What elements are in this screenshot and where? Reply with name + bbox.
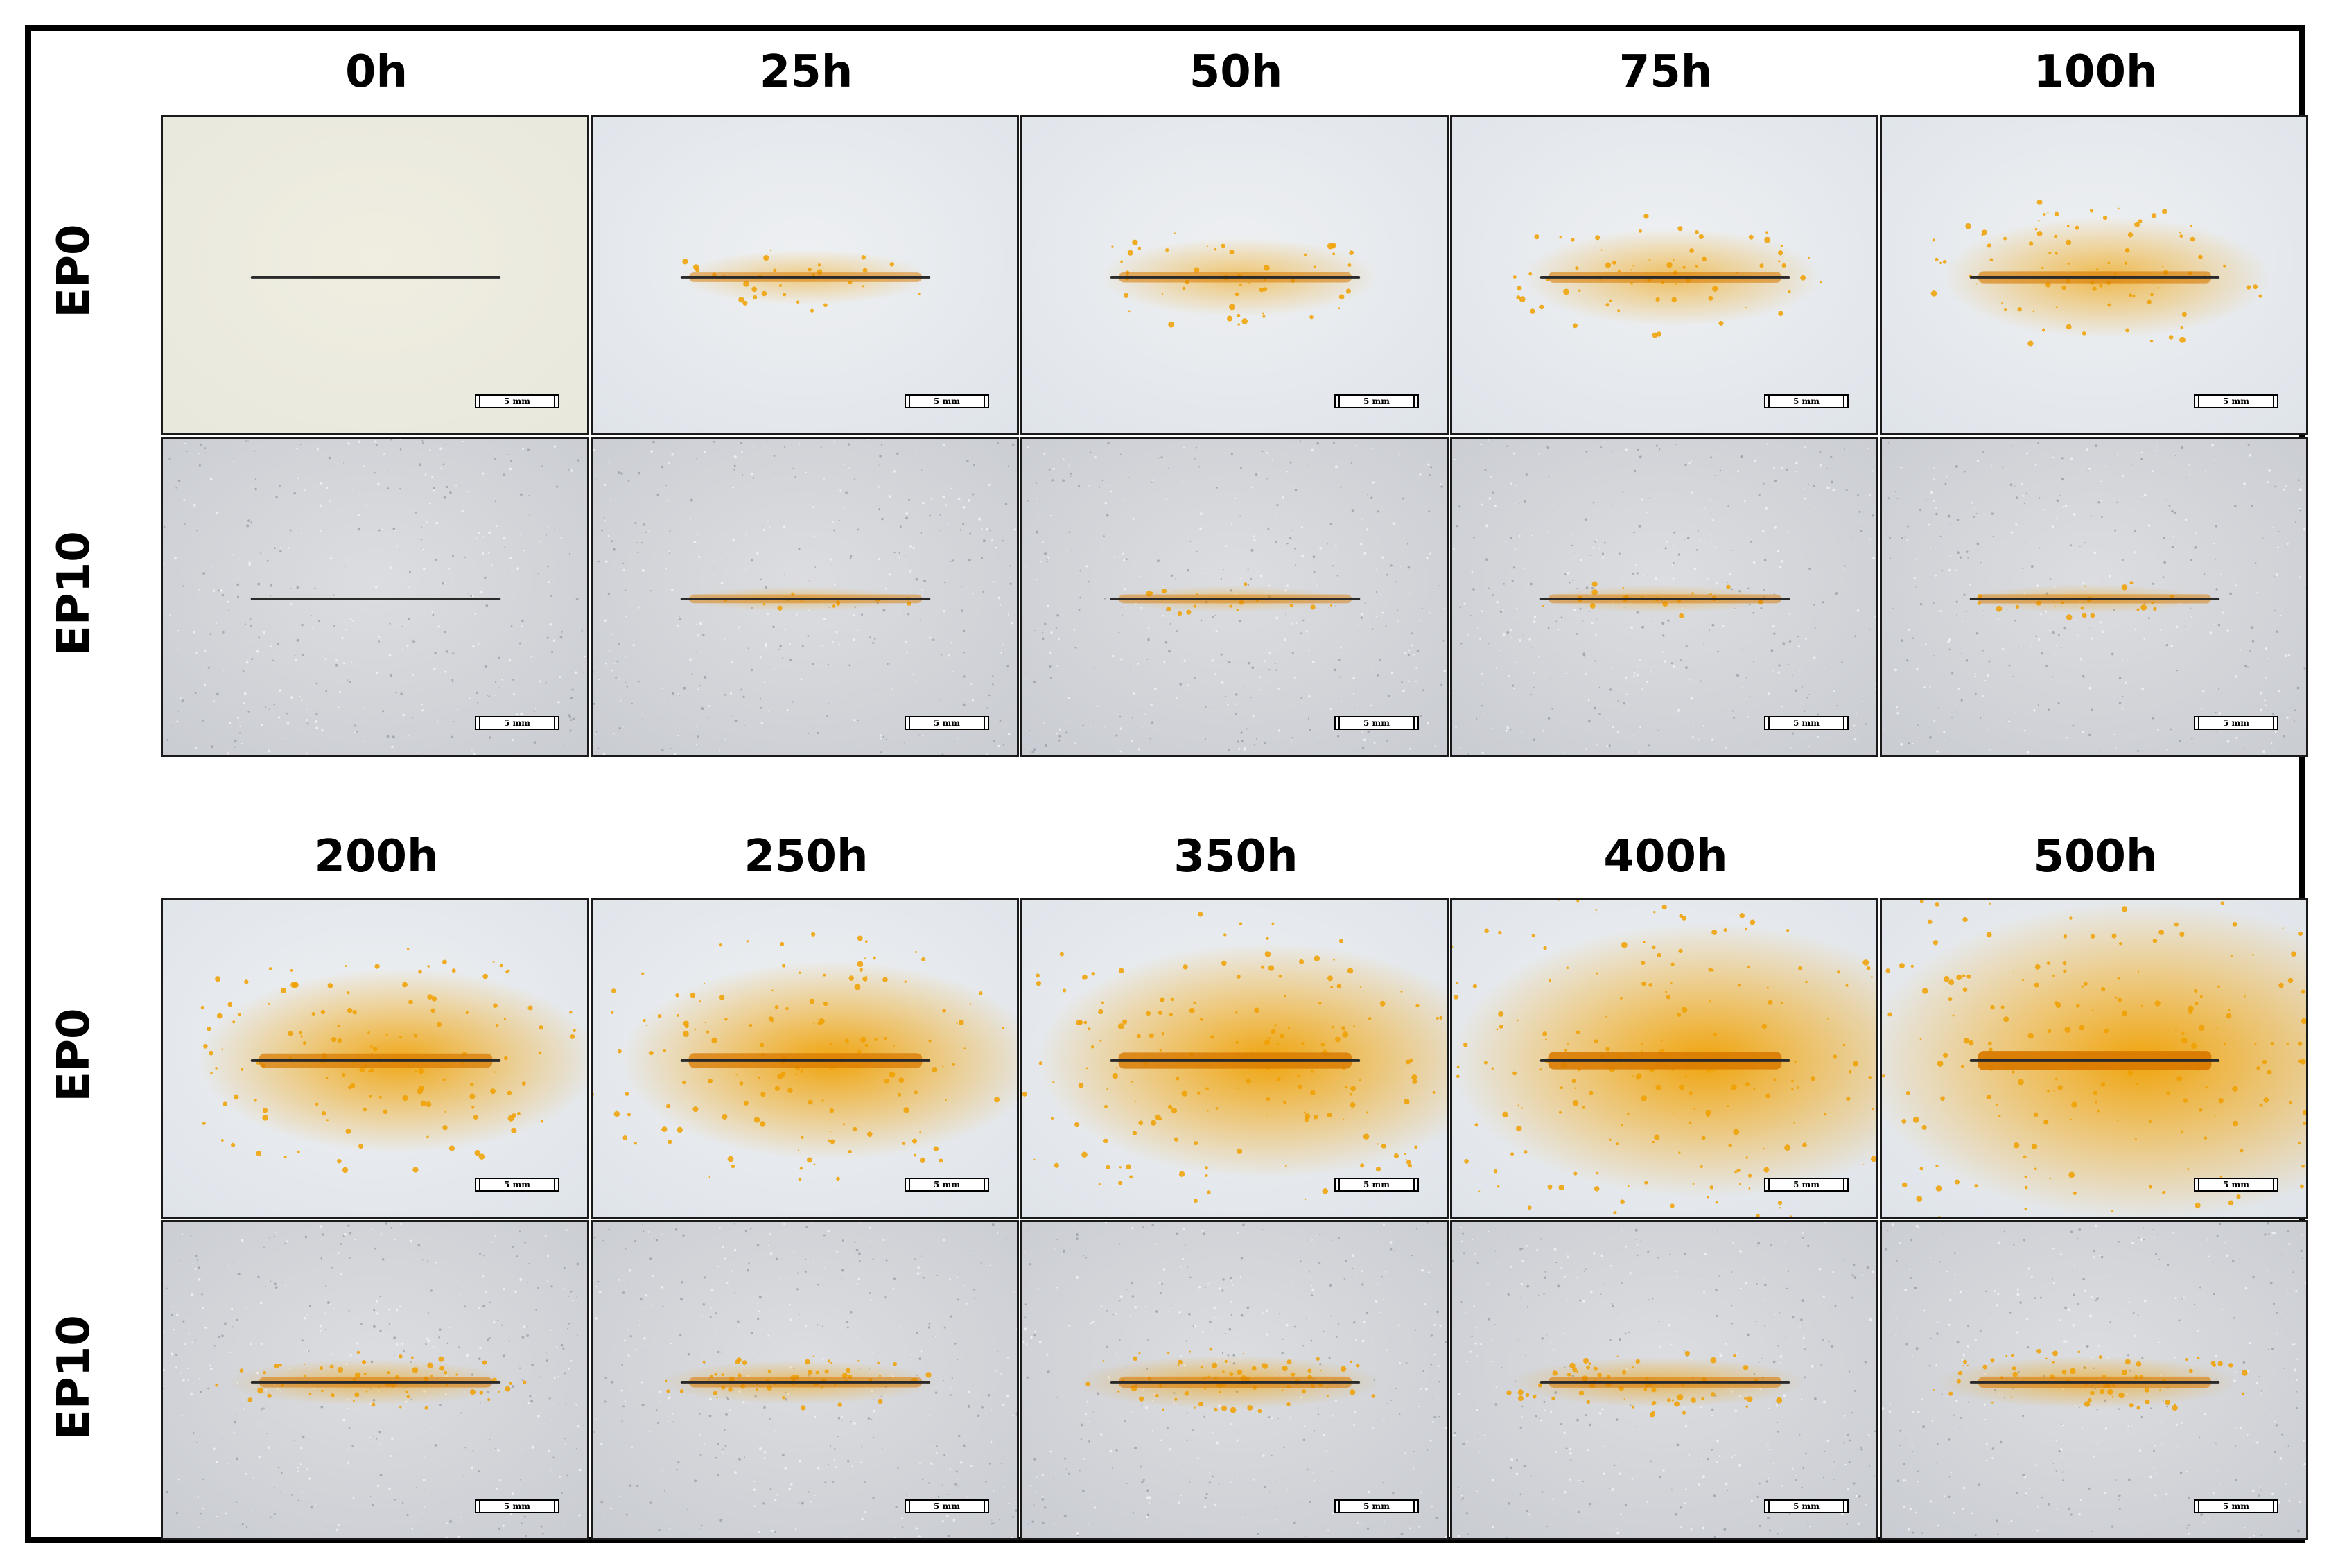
time-label-25h: 25h — [759, 46, 853, 98]
scale-bar: 5 mm — [905, 1178, 989, 1192]
micrograph-ep0-400h: 5 mm — [1450, 898, 1878, 1219]
scale-bar: 5 mm — [1764, 394, 1849, 408]
scale-bar: 5 mm — [1334, 1178, 1419, 1192]
micrograph-ep0-100h: 5 mm — [1880, 115, 2308, 435]
time-label-500h: 500h — [2033, 831, 2158, 882]
scale-bar: 5 mm — [475, 394, 559, 408]
scale-bar-label: 5 mm — [2223, 718, 2249, 728]
scale-bar: 5 mm — [2194, 394, 2278, 408]
scale-bar-label: 5 mm — [504, 1180, 530, 1190]
micrograph-ep10-75h: 5 mm — [1450, 437, 1878, 757]
micrograph-ep10-200h: 5 mm — [161, 1220, 589, 1540]
scale-bar: 5 mm — [905, 394, 989, 408]
scale-bar: 5 mm — [2194, 1178, 2278, 1192]
scale-bar-label: 5 mm — [1363, 397, 1390, 406]
scale-bar: 5 mm — [905, 1499, 989, 1513]
scale-bar: 5 mm — [1334, 716, 1419, 730]
scale-bar: 5 mm — [2194, 716, 2278, 730]
micrograph-ep10-100h: 5 mm — [1880, 437, 2308, 757]
scale-bar: 5 mm — [905, 716, 989, 730]
micrograph-ep10-25h: 5 mm — [591, 437, 1019, 757]
row-label-ep0-block1: EP0 — [49, 224, 100, 318]
scale-bar-label: 5 mm — [2223, 1180, 2249, 1190]
scale-bar-label: 5 mm — [1363, 1501, 1390, 1511]
scale-bar-label: 5 mm — [934, 397, 960, 406]
scale-bar-label: 5 mm — [504, 397, 530, 406]
scale-bar-label: 5 mm — [1793, 397, 1820, 406]
scale-bar-label: 5 mm — [1793, 718, 1820, 728]
scale-bar: 5 mm — [475, 1499, 559, 1513]
time-label-75h: 75h — [1619, 46, 1713, 98]
scale-bar-label: 5 mm — [934, 1501, 960, 1511]
time-label-250h: 250h — [744, 831, 869, 882]
scale-bar-label: 5 mm — [504, 1501, 530, 1511]
scale-bar: 5 mm — [1764, 1178, 1849, 1192]
scale-bar-label: 5 mm — [934, 718, 960, 728]
scale-bar: 5 mm — [475, 1178, 559, 1192]
scale-bar: 5 mm — [2194, 1499, 2278, 1513]
time-label-100h: 100h — [2033, 46, 2158, 98]
micrograph-ep10-50h: 5 mm — [1020, 437, 1449, 757]
micrograph-ep10-400h: 5 mm — [1450, 1220, 1878, 1540]
micrograph-ep0-75h: 5 mm — [1450, 115, 1878, 435]
micrograph-ep10-350h: 5 mm — [1020, 1220, 1449, 1540]
time-label-400h: 400h — [1603, 831, 1728, 882]
row-label-ep10-block1: EP10 — [49, 531, 100, 656]
micrograph-ep10-250h: 5 mm — [591, 1220, 1019, 1540]
scale-bar-label: 5 mm — [2223, 1501, 2249, 1511]
scale-bar: 5 mm — [1764, 716, 1849, 730]
micrograph-ep0-250h: 5 mm — [591, 898, 1019, 1219]
scale-bar-label: 5 mm — [1363, 718, 1390, 728]
scale-bar: 5 mm — [1334, 394, 1419, 408]
time-label-0h: 0h — [344, 46, 408, 98]
micrograph-ep10-500h: 5 mm — [1880, 1220, 2308, 1540]
micrograph-ep0-200h: 5 mm — [161, 898, 589, 1219]
scale-bar: 5 mm — [1764, 1499, 1849, 1513]
micrograph-ep0-25h: 5 mm — [591, 115, 1019, 435]
scale-bar-label: 5 mm — [934, 1180, 960, 1190]
micrograph-ep10-0h: 5 mm — [161, 437, 589, 757]
micrograph-ep0-500h: 5 mm — [1880, 898, 2308, 1219]
scale-bar: 5 mm — [475, 716, 559, 730]
row-label-ep10-block2: EP10 — [49, 1315, 100, 1440]
scale-bar-label: 5 mm — [504, 718, 530, 728]
row-label-ep0-block2: EP0 — [49, 1008, 100, 1102]
time-label-350h: 350h — [1174, 831, 1298, 882]
time-label-50h: 50h — [1189, 46, 1283, 98]
scale-bar-label: 5 mm — [1793, 1501, 1820, 1511]
scale-bar-label: 5 mm — [1793, 1180, 1820, 1190]
micrograph-ep0-50h: 5 mm — [1020, 115, 1449, 435]
scale-bar: 5 mm — [1334, 1499, 1419, 1513]
time-label-200h: 200h — [314, 831, 439, 882]
micrograph-ep0-350h: 5 mm — [1020, 898, 1449, 1219]
scale-bar-label: 5 mm — [2223, 397, 2249, 406]
micrograph-ep0-0h: 5 mm — [161, 115, 589, 435]
scale-bar-label: 5 mm — [1363, 1180, 1390, 1190]
